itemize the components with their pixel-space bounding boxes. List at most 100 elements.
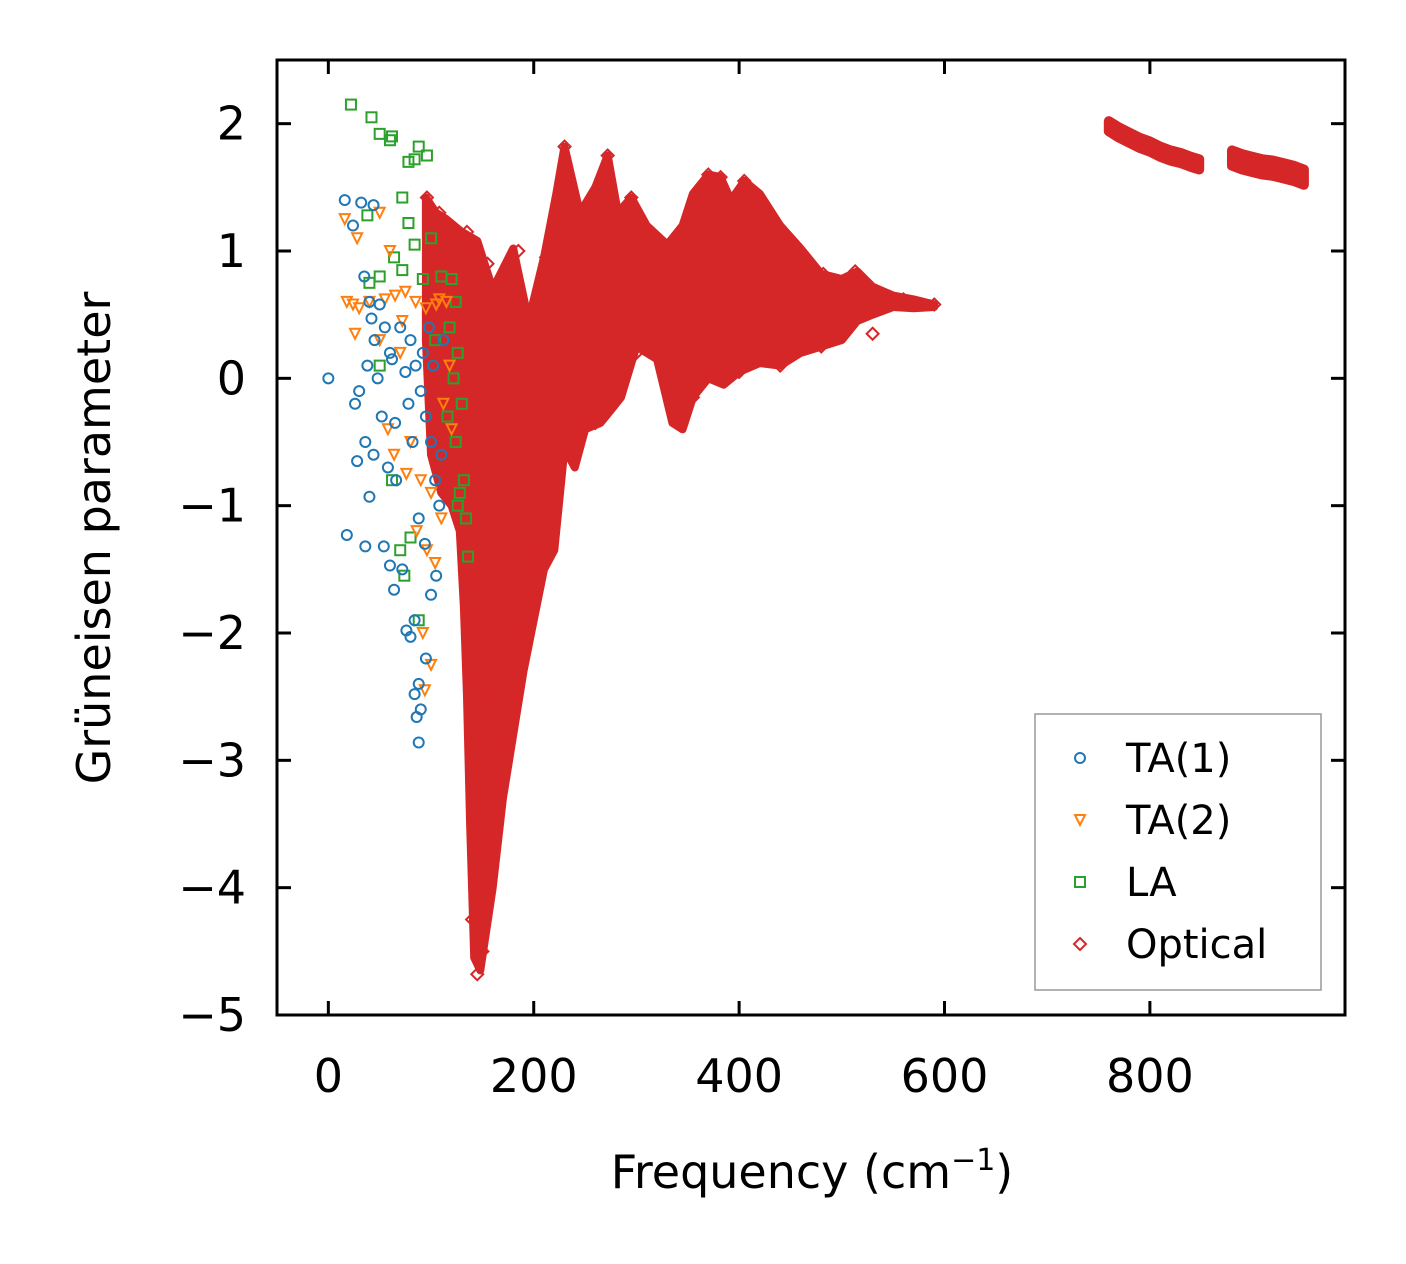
data-point [445,273,458,286]
y-tick-label: −3 [178,733,246,787]
data-point [359,540,372,553]
data-point [700,167,716,183]
data-point [351,455,364,468]
data-point [474,842,490,857]
data-point [428,556,442,571]
data-point [505,625,521,641]
data-point [383,346,396,359]
plot-frame [275,58,1347,1017]
data-point [363,490,376,503]
data-point [451,499,464,512]
y-axis-title: Grüneisen parameter [67,291,121,784]
data-point [462,550,475,563]
data-point [373,298,386,311]
x-axis-title-main: Frequency (cm [611,1145,951,1199]
legend-marker [1072,936,1088,952]
data-point [373,127,386,140]
data-point [469,966,485,982]
data-point [896,291,911,307]
series-ta1 [322,194,450,749]
y-tick-label: 0 [217,351,246,405]
data-point [394,321,407,334]
x-axis-title-superscript: −1 [951,1143,995,1178]
x-tick-label: 600 [901,1049,989,1103]
data-point [375,410,388,423]
data-point [358,270,371,283]
data-point [847,263,863,279]
data-point [485,689,501,705]
data-point [441,410,454,423]
data-point [348,327,362,342]
data-point [429,474,442,487]
data-point [600,148,616,163]
data-point [409,295,423,310]
y-tick-label: −5 [178,988,246,1042]
data-point [373,334,387,348]
data-point [371,372,384,385]
data-point [538,249,554,265]
data-point [408,153,421,166]
data-point [414,385,427,398]
y-tick-label: 1 [217,224,246,278]
data-point [412,677,425,690]
data-point [474,943,490,959]
data-point [444,423,459,437]
data-point [480,880,495,896]
data-point [393,346,407,361]
data-point [383,245,397,259]
series-optical [419,116,1309,982]
data-point [344,98,357,111]
data-point [394,544,407,557]
data-point [453,486,466,499]
data-point [926,297,942,312]
data-point [439,295,454,310]
data-point [410,525,424,539]
data-point [353,385,366,398]
data-point [355,196,368,209]
data-point [587,415,603,431]
data-point [419,190,435,205]
data-point [416,273,429,286]
data-point [388,583,401,596]
data-point [418,684,432,698]
x-tick-label: 800 [1106,1049,1194,1103]
data-point [395,315,409,329]
data-point [418,537,431,550]
data-point [865,326,881,342]
ticks-layer: 0 200 400 600 800 2 1 0 −1 −2 −3 −4 −5 [178,60,1345,1103]
data-point [431,205,447,221]
legend-label: LA [1126,860,1177,906]
data-point [419,652,432,665]
series-la [344,98,475,627]
data-point [432,293,446,307]
data-point [713,169,729,185]
y-tick-label: −2 [178,606,246,660]
data-point [352,302,366,316]
data-point [377,540,390,553]
legend-label: TA(2) [1125,798,1231,844]
y-tick-label: 2 [217,97,246,151]
data-point [402,397,415,410]
data-point [365,312,378,325]
data-point [399,365,412,378]
data-point [367,199,380,212]
data-point [412,614,425,627]
data-point [396,563,409,576]
data-point [381,423,395,437]
data-point [386,130,399,143]
data-point [349,397,362,410]
data-point [412,512,425,525]
series-ta2 [338,206,459,698]
data-point [373,359,386,372]
data-point [361,209,374,222]
data-point [772,358,788,374]
data-point [390,474,403,487]
data-point [404,334,417,347]
data-point [480,256,495,272]
data-point [557,139,572,155]
data-point [410,711,423,724]
data-point [736,173,752,189]
data-point [373,206,387,221]
x-tick-label: 0 [314,1049,343,1103]
data-point [409,359,422,372]
